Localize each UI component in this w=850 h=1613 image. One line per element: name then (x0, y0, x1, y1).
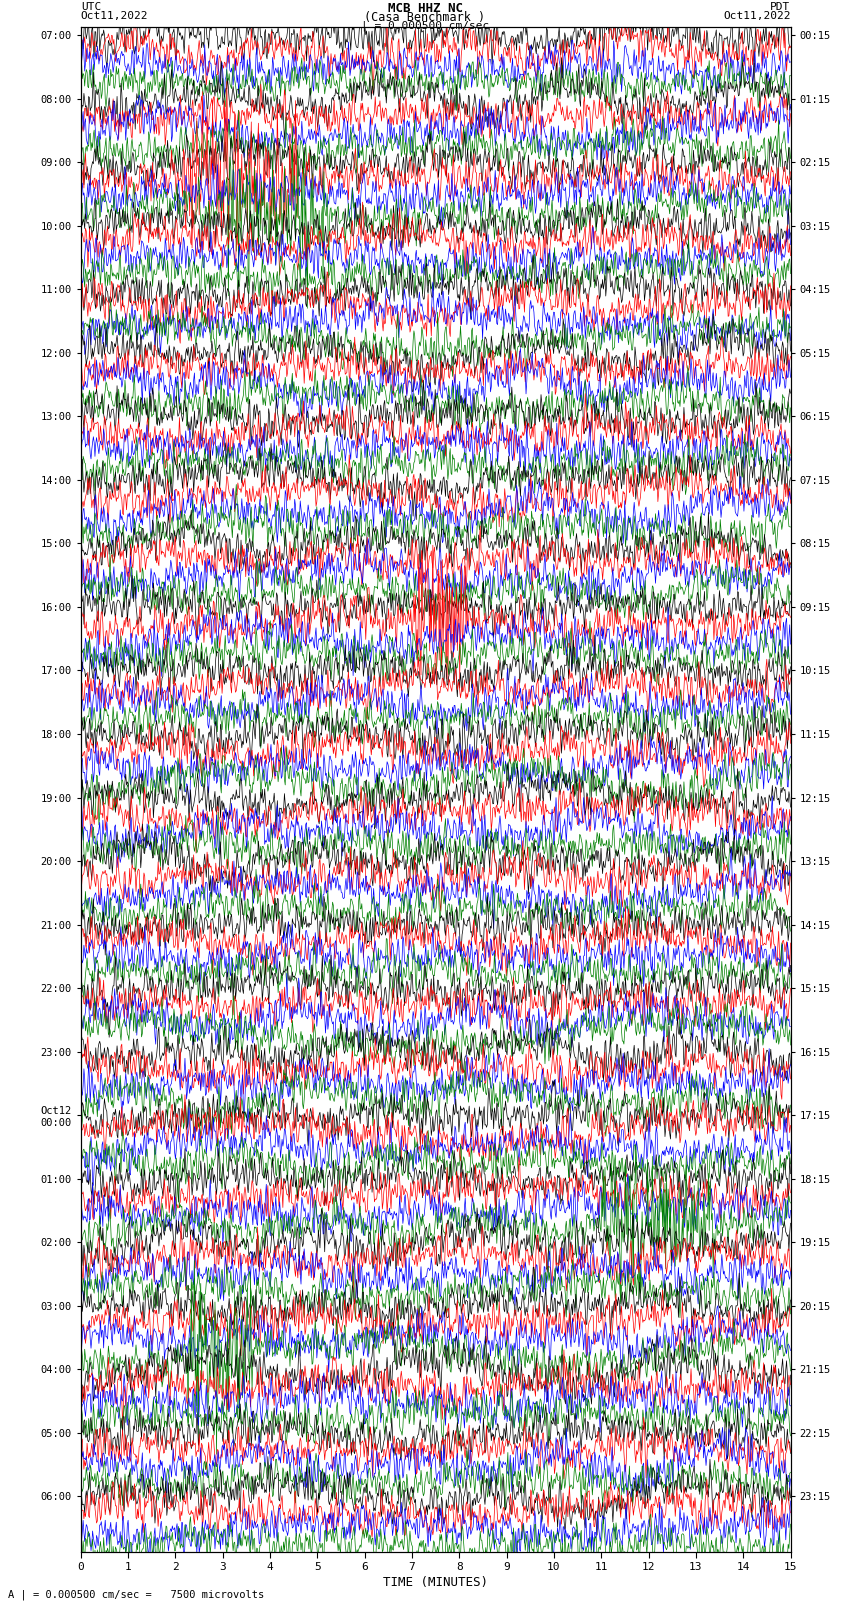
Text: Oct11,2022: Oct11,2022 (723, 11, 791, 21)
Text: (Casa Benchmark ): (Casa Benchmark ) (365, 11, 485, 24)
Text: MCB HHZ NC: MCB HHZ NC (388, 3, 462, 16)
Text: PDT: PDT (770, 3, 790, 13)
X-axis label: TIME (MINUTES): TIME (MINUTES) (383, 1576, 488, 1589)
Text: UTC: UTC (81, 3, 101, 13)
Text: A | = 0.000500 cm/sec =   7500 microvolts: A | = 0.000500 cm/sec = 7500 microvolts (8, 1589, 264, 1600)
Text: Oct11,2022: Oct11,2022 (81, 11, 148, 21)
Text: | = 0.000500 cm/sec: | = 0.000500 cm/sec (361, 19, 489, 31)
